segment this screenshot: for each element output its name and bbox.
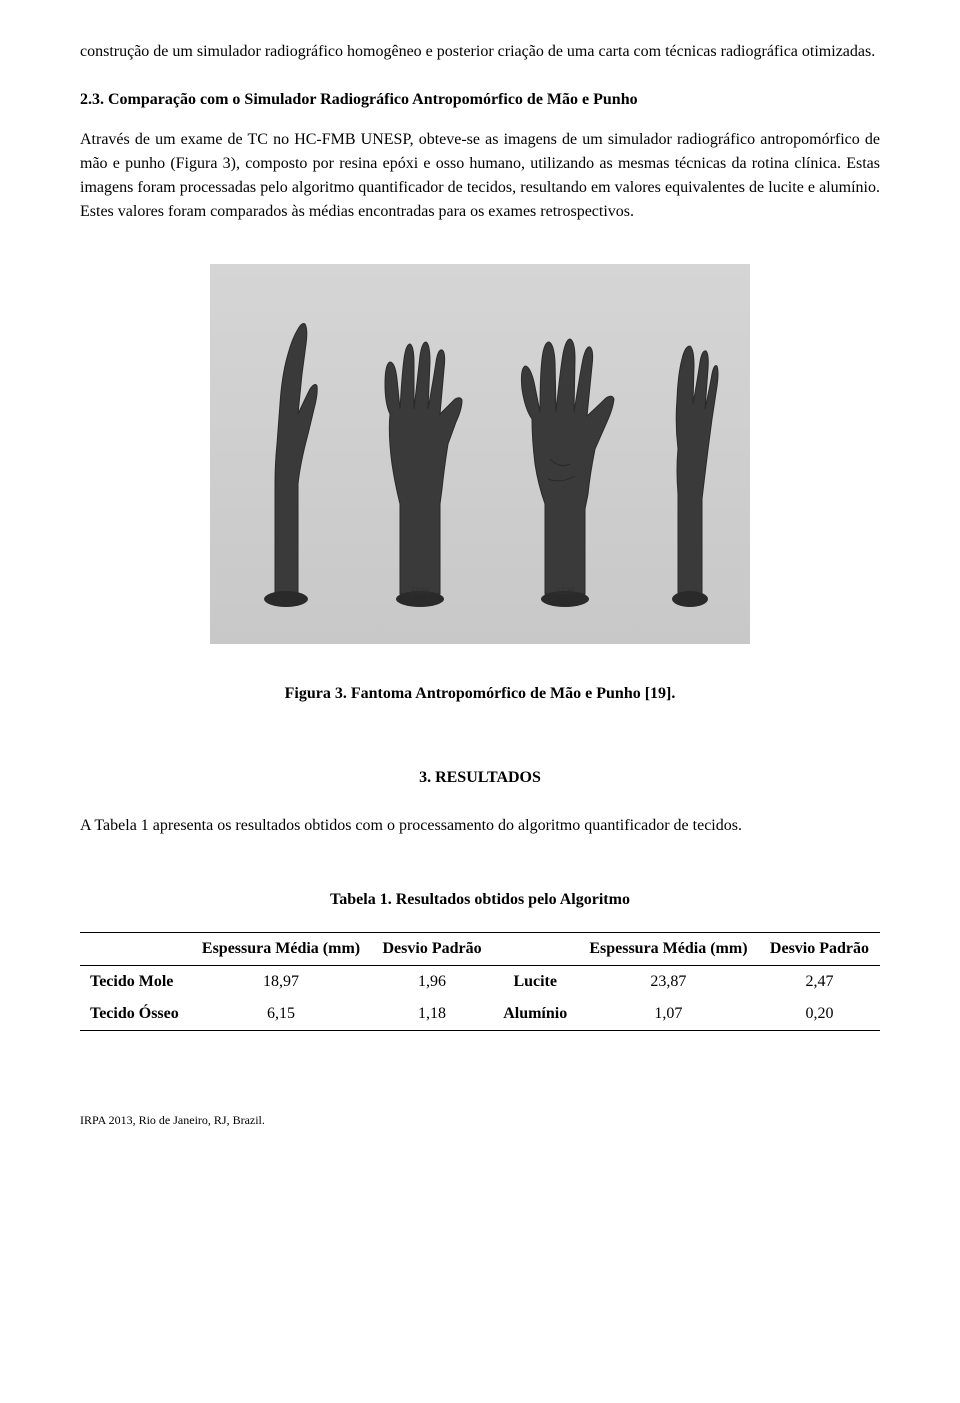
table-header-empty	[80, 933, 190, 966]
hand-label-2: 3326	[555, 584, 575, 599]
table-caption: Tabela 1. Resultados obtidos pelo Algori…	[80, 888, 880, 912]
results-table: Espessura Média (mm) Desvio Padrão Espes…	[80, 932, 880, 1031]
table-cell: 1,18	[372, 998, 493, 1031]
table-row: Tecido Mole 18,97 1,96 Lucite 23,87 2,47	[80, 966, 880, 999]
table-material: Alumínio	[493, 998, 578, 1031]
table-header-col2: Desvio Padrão	[372, 933, 493, 966]
table-row-label: Tecido Ósseo	[80, 998, 190, 1031]
footer-text: IRPA 2013, Rio de Janeiro, RJ, Brazil.	[80, 1111, 880, 1129]
section-heading: 2.3. Comparação com o Simulador Radiográ…	[80, 88, 880, 112]
table-cell: 0,20	[759, 998, 880, 1031]
table-cell: 18,97	[190, 966, 371, 999]
figure-caption: Figura 3. Fantoma Antropomórfico de Mão …	[80, 682, 880, 706]
figure-container: 3166 3326	[80, 264, 880, 652]
table-material: Lucite	[493, 966, 578, 999]
table-cell: 1,96	[372, 966, 493, 999]
table-cell: 1,07	[578, 998, 759, 1031]
table-header-col3: Espessura Média (mm)	[578, 933, 759, 966]
results-intro: A Tabela 1 apresenta os resultados obtid…	[80, 814, 880, 838]
table-header-empty2	[493, 933, 578, 966]
table-header-col4: Desvio Padrão	[759, 933, 880, 966]
table-cell: 2,47	[759, 966, 880, 999]
table-row: Tecido Ósseo 6,15 1,18 Alumínio 1,07 0,2…	[80, 998, 880, 1031]
table-cell: 6,15	[190, 998, 371, 1031]
results-heading: 3. RESULTADOS	[80, 766, 880, 790]
paragraph-method: Através de um exame de TC no HC-FMB UNES…	[80, 128, 880, 224]
paragraph-intro: construção de um simulador radiográfico …	[80, 40, 880, 64]
hand-label-1: 3166	[410, 584, 430, 599]
table-header-col1: Espessura Média (mm)	[190, 933, 371, 966]
hand-phantom-image: 3166 3326	[210, 264, 750, 644]
table-cell: 23,87	[578, 966, 759, 999]
table-row-label: Tecido Mole	[80, 966, 190, 999]
